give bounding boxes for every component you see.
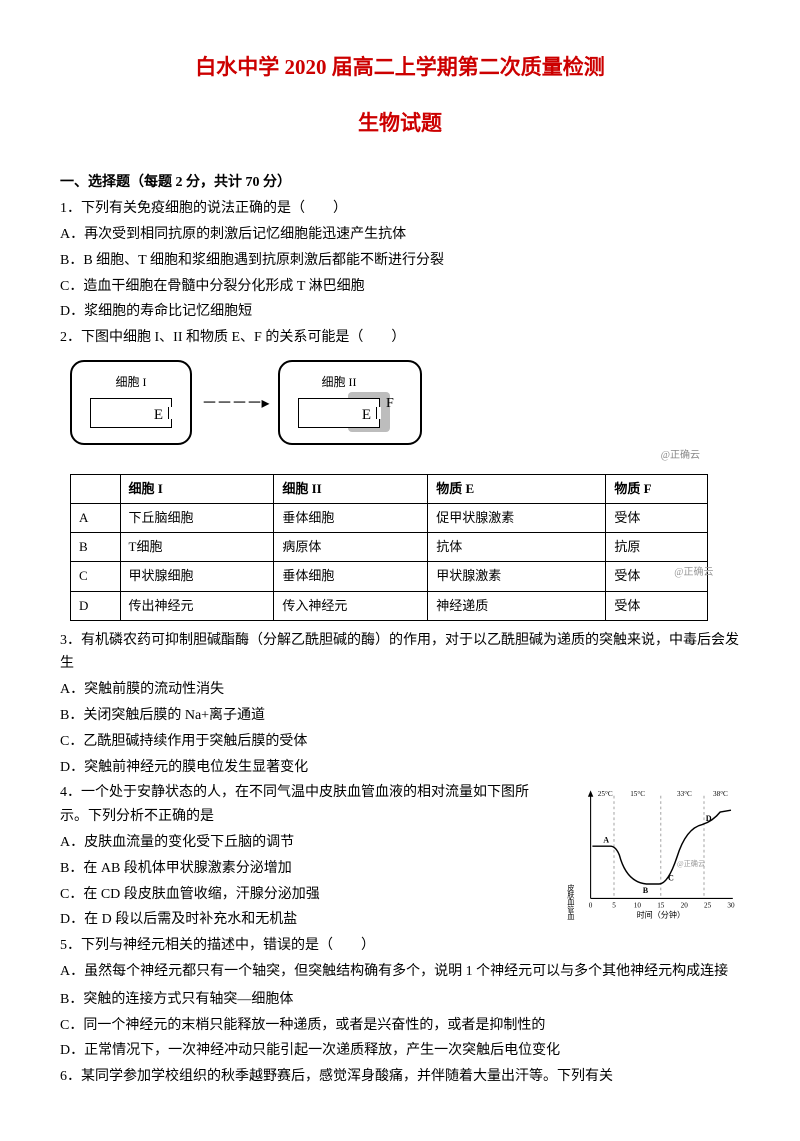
cell: 促甲状腺激素 [428, 504, 606, 533]
cell1-label: 细胞 I [90, 372, 172, 392]
main-title: 白水中学 2020 届高二上学期第二次质量检测 [60, 50, 740, 86]
q4-chart: 25°C 15°C 33°C 38°C A B C D @正确云 0 5 10 … [560, 785, 740, 929]
q2-stem: 2．下图中细胞 I、II 和物质 E、F 的关系可能是（ ） [60, 326, 740, 350]
q3-opt-d: D．突触前神经元的膜电位发生显著变化 [60, 756, 740, 780]
cell: T细胞 [120, 533, 274, 562]
q2-figure: 细胞 I E －－－－▸ 细胞 II F E @正确云 [70, 360, 740, 464]
q5-opt-c: C．同一个神经元的末梢只能释放一种递质，或者是兴奋性的，或者是抑制性的 [60, 1014, 740, 1038]
chart-svg: 25°C 15°C 33°C 38°C A B C D @正确云 0 5 10 … [560, 785, 740, 920]
f-label: F [386, 392, 394, 416]
cell: 下丘脑细胞 [120, 504, 274, 533]
chart-watermark: @正确云 [677, 859, 705, 868]
cell2-label: 细胞 II [298, 372, 380, 392]
q3-opt-b: B．关闭突触后膜的 Na+离子通道 [60, 704, 740, 728]
cell: 甲状腺激素 [428, 562, 606, 591]
point-c: C [668, 874, 674, 883]
temp-label: 33°C [677, 790, 692, 798]
cell: 传入神经元 [274, 591, 428, 620]
q6-stem: 6．某同学参加学校组织的秋季越野赛后，感觉浑身酸痛，并伴随着大量出汗等。下列有关 [60, 1065, 740, 1089]
cell: 甲状腺细胞 [120, 562, 274, 591]
cell: B [71, 533, 121, 562]
point-b: B [643, 886, 649, 895]
xtick: 25 [704, 902, 712, 910]
point-a: A [603, 836, 609, 845]
cell: 传出神经元 [120, 591, 274, 620]
chart-bg [560, 785, 740, 920]
temp-label: 15°C [630, 790, 645, 798]
cell: 受体 [606, 562, 708, 591]
arrow-icon: －－－－▸ [202, 390, 269, 417]
th-blank [71, 475, 121, 504]
cell: 抗体 [428, 533, 606, 562]
x-axis-label: 时间（分钟） [637, 910, 685, 920]
e-label-2: E [362, 403, 371, 429]
q3-opt-a: A．突触前膜的流动性消失 [60, 678, 740, 702]
q3-opt-c: C．乙酰胆碱持续作用于突触后膜的受体 [60, 730, 740, 754]
q1-opt-d: D．浆细胞的寿命比记忆细胞短 [60, 300, 740, 324]
cell: 神经递质 [428, 591, 606, 620]
th-e: 物质 E [428, 475, 606, 504]
q5-opt-a: A．虽然每个神经元都只有一个轴突，但突触结构确有多个，说明 1 个神经元可以与多… [60, 960, 740, 984]
table-row: A 下丘脑细胞 垂体细胞 促甲状腺激素 受体 [71, 504, 710, 533]
q2-table: 细胞 I 细胞 II 物质 E 物质 F A 下丘脑细胞 垂体细胞 促甲状腺激素… [70, 474, 710, 620]
point-d: D [706, 814, 712, 823]
cell: 抗原 [606, 533, 708, 562]
cell: A [71, 504, 121, 533]
figure-watermark: @正确云 [70, 447, 700, 464]
th-cell1: 细胞 I [120, 475, 274, 504]
q3-stem: 3．有机磷农药可抑制胆碱酯酶（分解乙酰胆碱的酶）的作用，对于以乙酰胆碱为递质的突… [60, 629, 740, 677]
cell: 病原体 [274, 533, 428, 562]
table-row: D 传出神经元 传入神经元 神经递质 受体 [71, 591, 710, 620]
table-row: C 甲状腺细胞 垂体细胞 甲状腺激素 受体 [71, 562, 710, 591]
q5-opt-d: D．正常情况下，一次神经冲动只能引起一次递质释放，产生一次突触后电位变化 [60, 1039, 740, 1063]
xtick: 30 [727, 902, 735, 910]
th-f: 物质 F [606, 475, 708, 504]
q1-stem: 1．下列有关免疫细胞的说法正确的是（ ） [60, 197, 740, 221]
cell1-box: 细胞 I E [70, 360, 192, 445]
cell: 垂体细胞 [274, 504, 428, 533]
q5-opt-b: B．突触的连接方式只有轴突—细胞体 [60, 988, 740, 1012]
table-row: B T细胞 病原体 抗体 抗原 [71, 533, 710, 562]
section-heading: 一、选择题（每题 2 分，共计 70 分） [60, 171, 740, 195]
xtick: 5 [612, 902, 616, 910]
cell2-rect: E [298, 398, 380, 428]
xtick: 20 [681, 902, 689, 910]
q1-opt-b: B．B 细胞、T 细胞和浆细胞遇到抗原刺激后都能不断进行分裂 [60, 249, 740, 273]
q1-opt-a: A．再次受到相同抗原的刺激后记忆细胞能迅速产生抗体 [60, 223, 740, 247]
cell: 受体 [606, 504, 708, 533]
cell2-box: 细胞 II F E [278, 360, 422, 445]
cell: D [71, 591, 121, 620]
cell1-rect: E [90, 398, 172, 428]
xtick: 0 [589, 902, 593, 910]
xtick: 10 [634, 902, 642, 910]
q5-stem: 5．下列与神经元相关的描述中，错误的是（ ） [60, 934, 740, 958]
cell: 垂体细胞 [274, 562, 428, 591]
cell: 受体 [606, 591, 708, 620]
y-axis-label: 皮肤血管血液的相对流量 [567, 884, 575, 921]
q1-opt-c: C．造血干细胞在骨髓中分裂分化形成 T 淋巴细胞 [60, 275, 740, 299]
temp-label: 25°C [598, 790, 613, 798]
th-cell2: 细胞 II [274, 475, 428, 504]
cell: C [71, 562, 121, 591]
temp-label: 38°C [713, 790, 728, 798]
sub-title: 生物试题 [60, 106, 740, 142]
xtick: 15 [657, 902, 665, 910]
table-head-row: 细胞 I 细胞 II 物质 E 物质 F [71, 475, 710, 504]
e-label-1: E [154, 403, 163, 429]
